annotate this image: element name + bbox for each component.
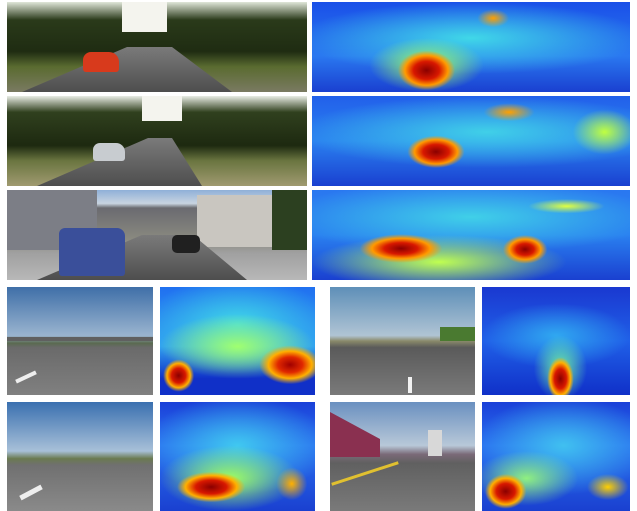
heatmap	[312, 190, 630, 280]
lane-mark	[408, 377, 412, 393]
photo	[7, 287, 153, 395]
photo	[330, 287, 475, 395]
lane-mark	[19, 484, 43, 501]
heatmap	[312, 2, 630, 92]
photo	[7, 2, 307, 92]
barrier	[7, 337, 153, 341]
photo	[330, 402, 475, 511]
heatmap	[160, 287, 315, 395]
lane-mark	[331, 461, 399, 486]
heatmap	[312, 96, 630, 186]
grandstand	[330, 412, 380, 457]
van	[59, 228, 125, 276]
heatmap	[482, 402, 630, 511]
heatmap	[160, 402, 315, 511]
sky	[122, 2, 167, 32]
car	[172, 235, 200, 253]
tree	[272, 190, 307, 250]
road	[37, 138, 202, 186]
lane-mark	[15, 370, 37, 384]
photo	[7, 190, 307, 280]
car	[83, 52, 119, 72]
tower	[428, 430, 442, 456]
heatmap	[482, 287, 630, 395]
photo	[7, 402, 153, 511]
road	[22, 47, 232, 92]
photo	[7, 96, 307, 186]
car	[93, 143, 125, 161]
hill	[440, 327, 475, 341]
sky	[142, 96, 182, 121]
